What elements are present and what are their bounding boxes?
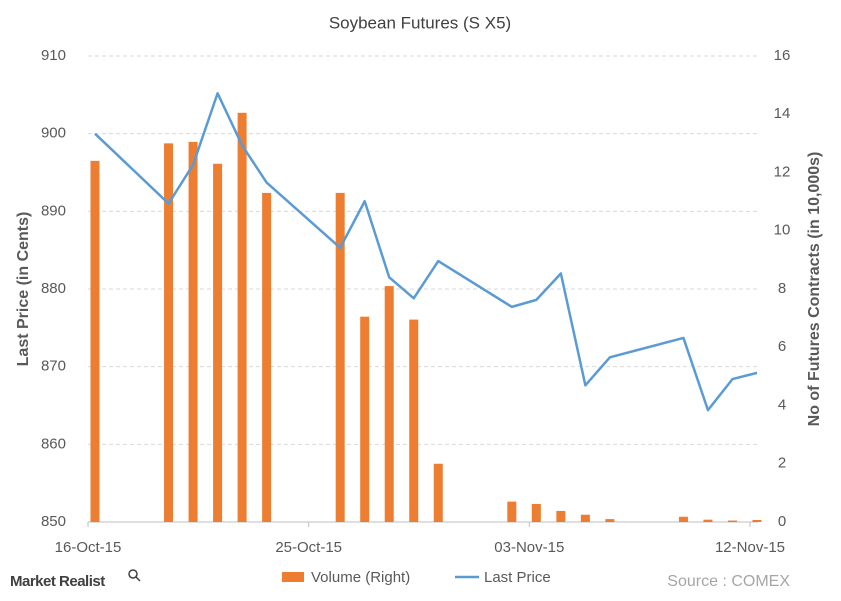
bar	[409, 319, 419, 522]
bar	[752, 519, 762, 522]
bar	[727, 520, 737, 522]
bar	[433, 463, 443, 522]
x-tick-label: 25-Oct-15	[275, 539, 342, 556]
y2-tick-label: 4	[778, 396, 786, 413]
y2-tick-label: 0	[778, 513, 786, 530]
bar	[580, 514, 590, 522]
y2-tick-label: 8	[778, 280, 786, 297]
y2-axis-label: No of Futures Contracts (in 10,000s)	[806, 152, 823, 427]
bar	[188, 141, 198, 522]
y2-tick-label: 10	[774, 222, 791, 239]
y-tick-label: 910	[41, 47, 66, 64]
y2-tick-label: 6	[778, 338, 786, 355]
chart-title: Soybean Futures (S X5)	[329, 13, 511, 32]
y2-tick-label: 2	[778, 455, 786, 472]
y-tick-label: 900	[41, 125, 66, 142]
y2-tick-label: 16	[774, 47, 791, 64]
x-tick-label: 12-Nov-15	[715, 539, 785, 556]
bar	[703, 519, 713, 522]
bar	[335, 192, 345, 522]
y-tick-label: 860	[41, 435, 66, 452]
y2-tick-label: 12	[774, 163, 791, 180]
bar	[678, 516, 688, 522]
legend-swatch	[282, 572, 304, 582]
y2-tick-label: 14	[774, 105, 791, 122]
bar	[360, 316, 370, 522]
x-tick-label: 03-Nov-15	[494, 539, 564, 556]
bar	[90, 160, 100, 522]
y-tick-label: 880	[41, 280, 66, 297]
bar	[605, 519, 615, 522]
bar	[262, 192, 272, 522]
bar	[507, 501, 517, 522]
bar	[384, 286, 394, 522]
y-axis-label: Last Price (in Cents)	[15, 212, 32, 367]
y-tick-label: 870	[41, 358, 66, 375]
bar	[531, 503, 541, 522]
logo-icon	[135, 576, 141, 582]
source: Source : COMEX	[667, 573, 790, 590]
logo: Market Realist	[10, 573, 105, 590]
bar	[164, 143, 174, 522]
bar	[213, 163, 223, 522]
y-tick-label: 890	[41, 202, 66, 219]
line	[94, 92, 758, 412]
legend-label: Volume (Right)	[311, 569, 410, 586]
bar	[556, 510, 566, 522]
bar	[237, 112, 247, 522]
logo-icon	[128, 569, 138, 579]
y-tick-label: 850	[41, 513, 66, 530]
legend-label: Last Price	[484, 569, 551, 586]
x-tick-label: 16-Oct-15	[55, 539, 122, 556]
